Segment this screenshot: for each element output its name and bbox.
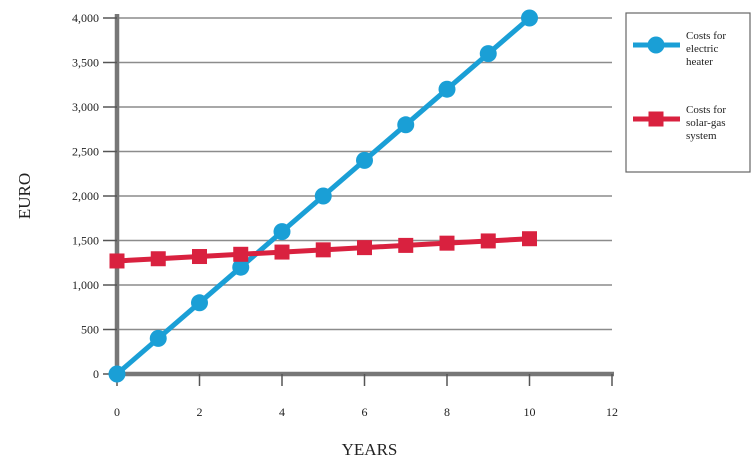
data-point bbox=[314, 187, 332, 205]
x-tick-label: 10 bbox=[524, 405, 536, 419]
data-point bbox=[439, 235, 455, 251]
legend-marker bbox=[648, 111, 664, 127]
x-tick-label: 0 bbox=[114, 405, 120, 419]
x-axis-ticks: 0 2 4 6 8 10 12 bbox=[114, 374, 618, 419]
y-axis-label: EURO bbox=[15, 173, 34, 219]
data-point bbox=[356, 151, 373, 169]
x-tick-label: 6 bbox=[362, 405, 368, 419]
y-tick-label: 2,000 bbox=[72, 189, 99, 203]
y-tick-label: 0 bbox=[93, 367, 99, 381]
y-axis-ticks: 0 500 1,000 1,500 2,000 2,500 3,000 3,500 4,000 bbox=[72, 11, 117, 381]
data-point bbox=[108, 365, 126, 383]
data-point bbox=[357, 240, 372, 256]
series-solar-gas-system bbox=[109, 231, 537, 269]
data-point bbox=[273, 223, 291, 241]
legend-label: Costs for bbox=[686, 104, 726, 116]
data-point bbox=[480, 233, 496, 249]
gridlines bbox=[117, 17, 612, 331]
x-tick-label: 2 bbox=[197, 405, 203, 419]
data-point bbox=[398, 237, 414, 253]
y-tick-label: 1,000 bbox=[72, 278, 99, 292]
data-point bbox=[233, 246, 249, 262]
data-point bbox=[149, 329, 167, 347]
legend-label: solar-gas bbox=[686, 117, 726, 129]
data-point bbox=[479, 45, 497, 63]
data-point bbox=[274, 244, 290, 260]
legend-box bbox=[625, 12, 751, 173]
x-tick-label: 12 bbox=[606, 405, 618, 419]
data-point bbox=[315, 242, 331, 258]
legend-marker bbox=[647, 36, 665, 54]
data-point bbox=[438, 80, 456, 98]
y-tick-label: 500 bbox=[81, 323, 99, 337]
data-point bbox=[232, 258, 250, 276]
data-point bbox=[521, 9, 538, 27]
data-point bbox=[191, 294, 208, 312]
legend-label: heater bbox=[686, 56, 713, 68]
x-tick-label: 8 bbox=[444, 405, 450, 419]
data-point bbox=[397, 116, 415, 134]
y-tick-label: 3,000 bbox=[72, 100, 99, 114]
axes bbox=[114, 14, 614, 377]
x-axis-label: YEARS bbox=[342, 440, 398, 459]
y-tick-label: 2,500 bbox=[72, 145, 99, 159]
data-point bbox=[522, 231, 537, 247]
data-series bbox=[108, 9, 538, 383]
data-point bbox=[109, 253, 125, 269]
series-electric-heater bbox=[108, 9, 538, 383]
y-tick-label: 3,500 bbox=[72, 56, 99, 70]
y-tick-label: 4,000 bbox=[72, 11, 99, 25]
y-tick-label: 1,500 bbox=[72, 234, 99, 248]
data-point bbox=[150, 251, 166, 267]
legend-label: electric bbox=[686, 43, 718, 55]
legend-label: system bbox=[686, 130, 717, 142]
data-point bbox=[192, 249, 207, 265]
legend-label: Costs for bbox=[686, 30, 726, 42]
x-tick-label: 4 bbox=[279, 405, 285, 419]
